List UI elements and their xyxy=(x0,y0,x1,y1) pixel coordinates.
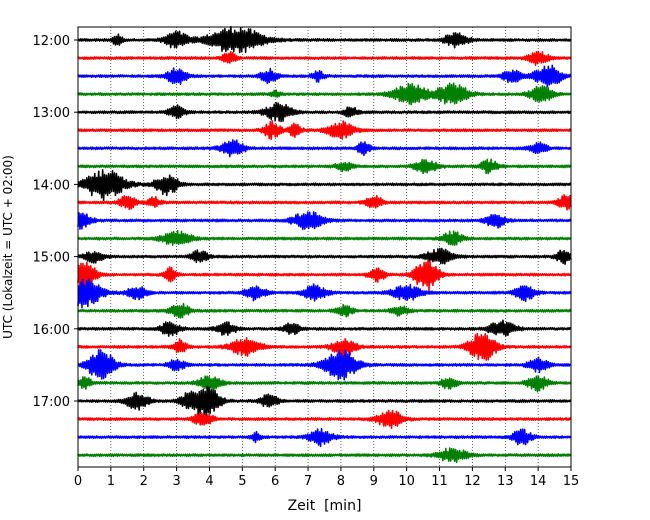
seismic-trace xyxy=(77,447,572,464)
y-tick-label: 12:00 xyxy=(33,34,70,49)
seismic-trace xyxy=(77,50,572,66)
seismic-trace xyxy=(77,158,572,175)
seismic-trace xyxy=(77,427,572,448)
seismic-trace xyxy=(77,247,572,265)
y-tick-label: 13:00 xyxy=(33,106,70,121)
x-tick-label: 3 xyxy=(172,474,180,489)
plot-frame xyxy=(77,26,572,468)
seismic-trace xyxy=(77,259,572,292)
x-tick-label: 11 xyxy=(431,474,448,489)
seismic-trace xyxy=(77,25,572,54)
seismic-trace xyxy=(77,302,572,319)
seismic-trace xyxy=(77,229,572,246)
seismic-trace xyxy=(77,169,572,202)
x-tick-label: 5 xyxy=(238,474,246,489)
x-tick-label: 7 xyxy=(304,474,312,489)
x-axis-ticks: 0 1 2 3 4 5 6 7 8 9 10 11 12 13 14 15 xyxy=(74,467,579,489)
seismic-trace xyxy=(77,120,572,140)
x-tick-label: 4 xyxy=(205,474,213,489)
x-tick-label: 12 xyxy=(464,474,481,489)
seismic-trace xyxy=(77,139,572,158)
y-axis-label: UTC (Lokalzeit = UTC + 02:00) xyxy=(1,155,15,339)
seismic-trace xyxy=(77,349,572,381)
seismic-traces xyxy=(77,25,572,464)
x-tick-label: 13 xyxy=(497,474,514,489)
x-tick-label: 1 xyxy=(107,474,115,489)
y-tick-label: 15:00 xyxy=(33,251,70,266)
seismic-trace xyxy=(77,82,572,106)
seismic-trace xyxy=(77,194,572,211)
seismic-trace xyxy=(77,319,572,337)
seismic-trace xyxy=(77,101,572,123)
seismic-trace xyxy=(77,211,572,231)
x-tick-label: 10 xyxy=(398,474,415,489)
x-tick-label: 8 xyxy=(337,474,345,489)
x-tick-label: 14 xyxy=(530,474,547,489)
x-tick-label: 9 xyxy=(370,474,378,489)
seismic-trace xyxy=(77,278,572,309)
y-tick-label: 16:00 xyxy=(33,323,70,338)
x-axis-label: Zeit [min] xyxy=(288,498,362,514)
x-tick-label: 15 xyxy=(563,474,580,489)
seismic-trace xyxy=(77,332,572,361)
y-tick-label: 17:00 xyxy=(33,395,70,410)
y-axis-ticks: 12:00 13:00 14:00 15:00 16:00 17:00 xyxy=(33,34,78,410)
seismic-trace xyxy=(77,385,572,418)
y-tick-label: 14:00 xyxy=(33,178,70,193)
x-tick-label: 2 xyxy=(140,474,148,489)
seismic-trace xyxy=(77,64,572,88)
x-tick-label: 0 xyxy=(74,474,82,489)
seismic-trace xyxy=(77,375,572,393)
plot-background xyxy=(78,27,571,467)
x-tick-label: 6 xyxy=(271,474,279,489)
seismic-trace xyxy=(77,409,572,430)
